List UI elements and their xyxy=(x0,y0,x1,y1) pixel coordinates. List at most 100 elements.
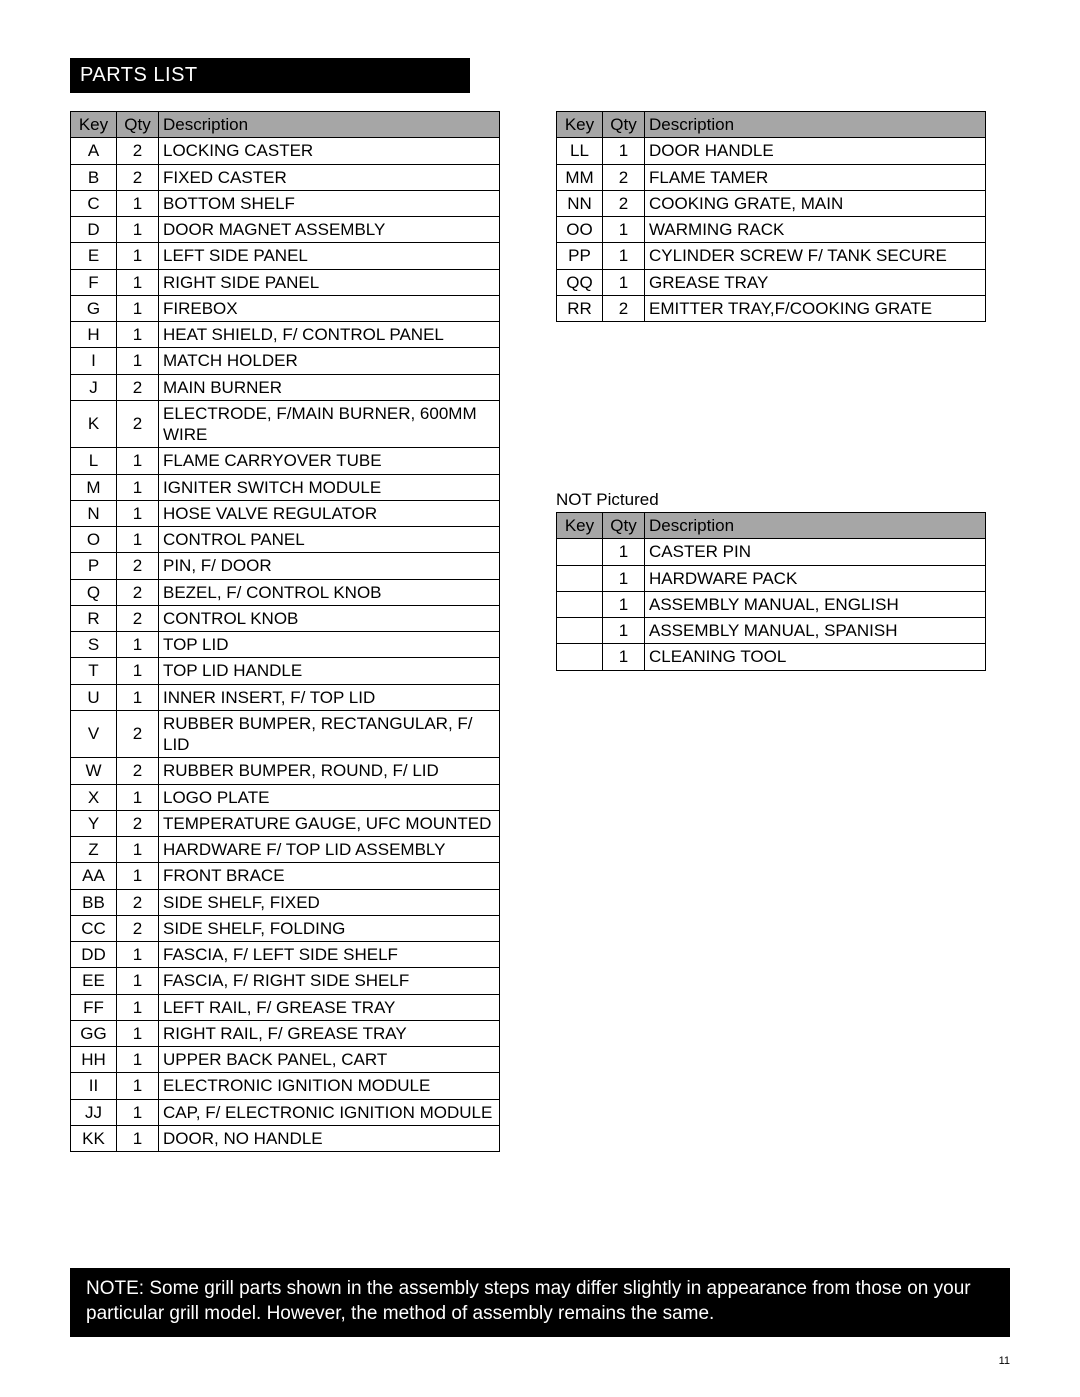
header-qty: Qty xyxy=(117,112,159,138)
table-row: W2RUBBER BUMPER, ROUND, F/ LID xyxy=(71,758,500,784)
cell-description: RUBBER BUMPER, RECTANGULAR, F/ LID xyxy=(159,710,500,758)
cell-key xyxy=(557,618,603,644)
cell-description: CONTROL PANEL xyxy=(159,527,500,553)
columns-wrapper: Key Qty Description A2LOCKING CASTERB2FI… xyxy=(70,111,1010,1152)
table-row: CC2SIDE SHELF, FOLDING xyxy=(71,915,500,941)
header-key: Key xyxy=(557,513,603,539)
cell-description: HEAT SHIELD, F/ CONTROL PANEL xyxy=(159,322,500,348)
cell-qty: 1 xyxy=(117,500,159,526)
cell-qty: 2 xyxy=(117,605,159,631)
cell-key: K xyxy=(71,400,117,448)
cell-qty: 1 xyxy=(117,837,159,863)
table-row: G1FIREBOX xyxy=(71,295,500,321)
cell-key xyxy=(557,644,603,670)
cell-qty: 2 xyxy=(117,810,159,836)
cell-description: FLAME TAMER xyxy=(645,164,986,190)
table-row: BB2SIDE SHELF, FIXED xyxy=(71,889,500,915)
cell-description: CYLINDER SCREW F/ TANK SECURE xyxy=(645,243,986,269)
cell-qty: 1 xyxy=(603,618,645,644)
cell-key: NN xyxy=(557,190,603,216)
cell-qty: 1 xyxy=(117,994,159,1020)
cell-qty: 1 xyxy=(117,1125,159,1151)
not-pictured-label: NOT Pictured xyxy=(556,490,986,510)
cell-qty: 2 xyxy=(117,710,159,758)
cell-key: G xyxy=(71,295,117,321)
cell-description: HOSE VALVE REGULATOR xyxy=(159,500,500,526)
cell-description: MAIN BURNER xyxy=(159,374,500,400)
table-row: QQ1GREASE TRAY xyxy=(557,269,986,295)
cell-qty: 1 xyxy=(117,474,159,500)
cell-description: TOP LID xyxy=(159,632,500,658)
cell-key: BB xyxy=(71,889,117,915)
cell-description: RIGHT RAIL, F/ GREASE TRAY xyxy=(159,1020,500,1046)
table-header-row: Key Qty Description xyxy=(557,112,986,138)
table-row: Y2TEMPERATURE GAUGE, UFC MOUNTED xyxy=(71,810,500,836)
cell-key: N xyxy=(71,500,117,526)
cell-key: KK xyxy=(71,1125,117,1151)
table-row: Q2BEZEL, F/ CONTROL KNOB xyxy=(71,579,500,605)
cell-qty: 1 xyxy=(117,1047,159,1073)
cell-description: HARDWARE PACK xyxy=(645,565,986,591)
cell-description: CAP, F/ ELECTRONIC IGNITION MODULE xyxy=(159,1099,500,1125)
cell-qty: 1 xyxy=(117,348,159,374)
table-row: JJ1CAP, F/ ELECTRONIC IGNITION MODULE xyxy=(71,1099,500,1125)
cell-key xyxy=(557,539,603,565)
header-qty: Qty xyxy=(603,112,645,138)
cell-key: AA xyxy=(71,863,117,889)
table-row: HH1UPPER BACK PANEL, CART xyxy=(71,1047,500,1073)
cell-qty: 2 xyxy=(117,889,159,915)
cell-description: DOOR, NO HANDLE xyxy=(159,1125,500,1151)
note-bar: NOTE: Some grill parts shown in the asse… xyxy=(70,1268,1010,1337)
cell-key: DD xyxy=(71,942,117,968)
table-row: N1HOSE VALVE REGULATOR xyxy=(71,500,500,526)
page-number: 11 xyxy=(999,1355,1010,1367)
cell-description: FIXED CASTER xyxy=(159,164,500,190)
cell-key: X xyxy=(71,784,117,810)
cell-key: B xyxy=(71,164,117,190)
cell-qty: 1 xyxy=(117,942,159,968)
cell-description: SIDE SHELF, FIXED xyxy=(159,889,500,915)
cell-qty: 1 xyxy=(603,644,645,670)
cell-qty: 2 xyxy=(117,758,159,784)
cell-description: LEFT RAIL, F/ GREASE TRAY xyxy=(159,994,500,1020)
table-row: P2PIN, F/ DOOR xyxy=(71,553,500,579)
cell-key: EE xyxy=(71,968,117,994)
cell-qty: 1 xyxy=(117,863,159,889)
table-row: M1IGNITER SWITCH MODULE xyxy=(71,474,500,500)
cell-qty: 1 xyxy=(117,269,159,295)
right-column: Key Qty Description LL 1 DOOR HANDLE MM 2 FLA… xyxy=(556,111,986,671)
cell-key: PP xyxy=(557,243,603,269)
cell-qty: 2 xyxy=(117,553,159,579)
cell-qty: 1 xyxy=(117,1073,159,1099)
cell-qty: 2 xyxy=(603,295,645,321)
table-row: 1ASSEMBLY MANUAL, SPANISH xyxy=(557,618,986,644)
cell-key: Z xyxy=(71,837,117,863)
cell-description: FLAME CARRYOVER TUBE xyxy=(159,448,500,474)
cell-key: RR xyxy=(557,295,603,321)
cell-key: MM xyxy=(557,164,603,190)
cell-key xyxy=(557,591,603,617)
table-row: C1BOTTOM SHELF xyxy=(71,190,500,216)
cell-qty: 1 xyxy=(117,658,159,684)
cell-key: O xyxy=(71,527,117,553)
table-row: A2LOCKING CASTER xyxy=(71,138,500,164)
table-row: II1ELECTRONIC IGNITION MODULE xyxy=(71,1073,500,1099)
page: PARTS LIST Key Qty Description A2LOCKING… xyxy=(0,0,1080,1397)
table-header-row: Key Qty Description xyxy=(71,112,500,138)
cell-description: EMITTER TRAY,F/COOKING GRATE xyxy=(645,295,986,321)
cell-key: M xyxy=(71,474,117,500)
cell-description: HARDWARE F/ TOP LID ASSEMBLY xyxy=(159,837,500,863)
cell-qty: 1 xyxy=(117,968,159,994)
cell-qty: 2 xyxy=(117,915,159,941)
cell-qty: 1 xyxy=(117,784,159,810)
table-row: L1FLAME CARRYOVER TUBE xyxy=(71,448,500,474)
cell-description: INNER INSERT, F/ TOP LID xyxy=(159,684,500,710)
table-row: AA1FRONT BRACE xyxy=(71,863,500,889)
cell-qty: 1 xyxy=(117,1020,159,1046)
cell-key: P xyxy=(71,553,117,579)
cell-description: DOOR HANDLE xyxy=(645,138,986,164)
cell-qty: 2 xyxy=(117,138,159,164)
cell-description: MATCH HOLDER xyxy=(159,348,500,374)
header-desc: Description xyxy=(645,513,986,539)
cell-key: LL xyxy=(557,138,603,164)
